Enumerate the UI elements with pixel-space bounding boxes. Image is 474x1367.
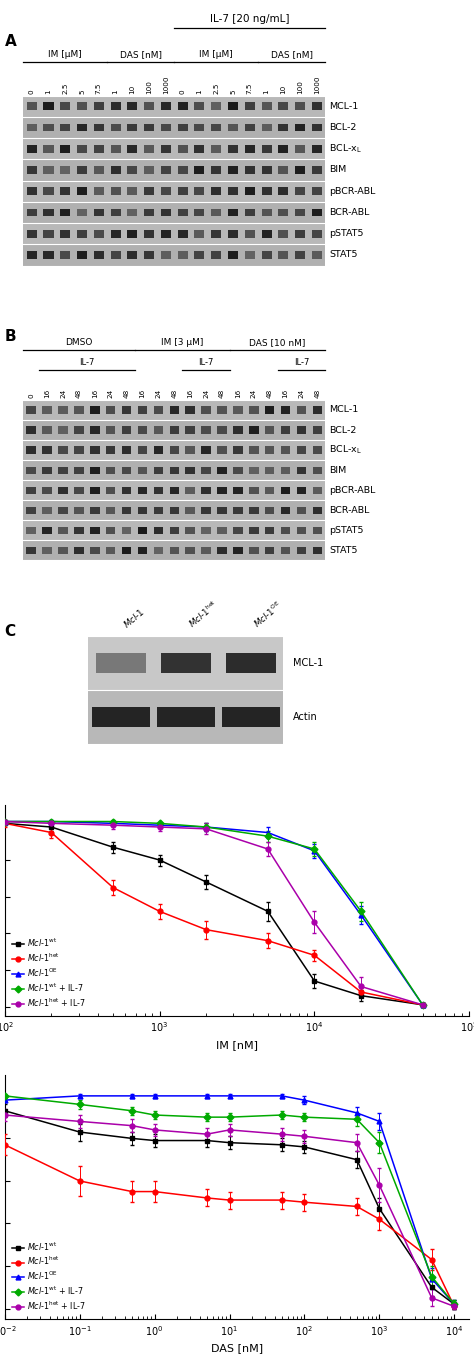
Legend: $\it{Mcl}$-$\it{1}$$^{\rm wt}$, $\it{Mcl}$-$\it{1}$$^{\rm het}$, $\it{Mcl}$-$\it: $\it{Mcl}$-$\it{1}$$^{\rm wt}$, $\it{Mcl… [9, 934, 90, 1012]
Text: A: A [5, 34, 17, 49]
X-axis label: DAS [nM]: DAS [nM] [211, 1344, 263, 1353]
X-axis label: IM [nM]: IM [nM] [216, 1040, 258, 1050]
Text: C: C [5, 623, 16, 638]
Legend: $\it{Mcl}$-$\it{1}$$^{\rm wt}$, $\it{Mcl}$-$\it{1}$$^{\rm het}$, $\it{Mcl}$-$\it: $\it{Mcl}$-$\it{1}$$^{\rm wt}$, $\it{Mcl… [9, 1237, 90, 1315]
Text: B: B [5, 329, 17, 344]
